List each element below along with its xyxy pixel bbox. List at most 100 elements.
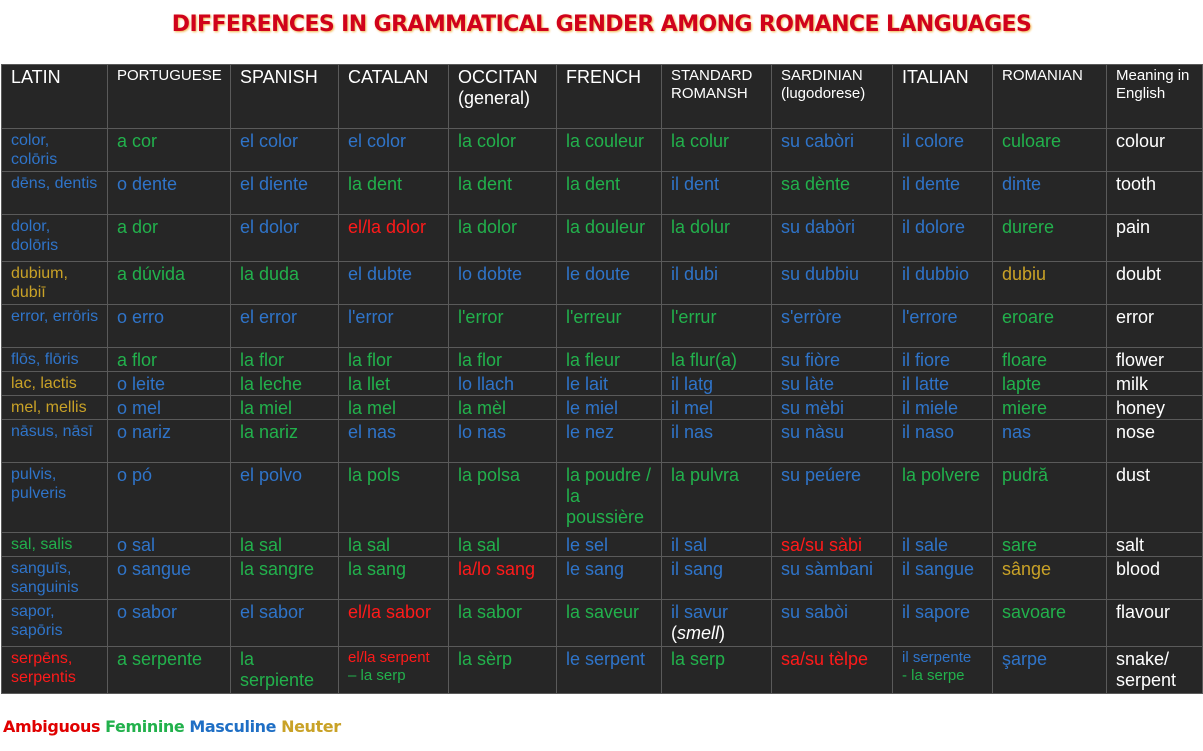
word-cell: la sabor — [448, 599, 557, 647]
column-header: LATIN — [1, 64, 108, 129]
word-cell: il savur (smell) — [661, 599, 772, 647]
word-text: la mel — [348, 398, 397, 418]
word-cell: dubiu — [992, 261, 1107, 305]
meaning-cell: error — [1106, 304, 1203, 348]
word-cell: la flor — [338, 347, 449, 372]
word-text: la flor — [240, 350, 285, 370]
table-row: dēns, dentis o dente el diente la dent la de… — [1, 171, 1203, 215]
word-cell: la douleur — [556, 214, 662, 262]
word-text: durere — [1002, 217, 1055, 237]
word-cell: o sangue — [107, 556, 231, 600]
word-cell: la mel — [338, 395, 449, 420]
word-text: pudră — [1002, 465, 1049, 485]
column-header: PORTUGUESE — [107, 64, 231, 129]
word-cell: la sangre — [230, 556, 339, 600]
word-cell: le sel — [556, 532, 662, 557]
meaning-cell: dust — [1106, 462, 1203, 533]
word-cell: il dolore — [892, 214, 993, 262]
word-cell: dinte — [992, 171, 1107, 215]
word-text: a flor — [117, 350, 158, 370]
latin-cell: nāsus, nāsī — [1, 419, 108, 463]
word-text: o sangue — [117, 559, 192, 579]
word-text: su fiòre — [781, 350, 841, 370]
word-text: il sapore — [902, 602, 971, 622]
meaning-cell: pain — [1106, 214, 1203, 262]
word-cell: el/la sabor — [338, 599, 449, 647]
word-text: le doute — [566, 264, 631, 284]
word-cell: la dolor — [448, 214, 557, 262]
word-cell: el color — [338, 128, 449, 172]
word-cell: sare — [992, 532, 1107, 557]
word-text: l'erreur — [566, 307, 622, 327]
word-cell: sa/su sàbi — [771, 532, 893, 557]
word-cell: su dabòri — [771, 214, 893, 262]
word-text: lo dobte — [458, 264, 523, 284]
word-text: la dent — [458, 174, 513, 194]
word-text: lo llach — [458, 374, 515, 394]
word-cell: su cabòri — [771, 128, 893, 172]
word-cell: la dent — [338, 171, 449, 215]
word-text: il miele — [902, 398, 959, 418]
table-row: nāsus, nāsī o nariz la nariz el nas lo nas le… — [1, 419, 1203, 463]
word-cell: la dent — [556, 171, 662, 215]
word-cell: la sal — [448, 532, 557, 557]
word-text: o nariz — [117, 422, 172, 442]
word-text: le lait — [566, 374, 609, 394]
word-cell: il dubbio — [892, 261, 993, 305]
word-text: blood — [1116, 559, 1161, 579]
word-text: la flor — [348, 350, 393, 370]
word-text: el sabor — [240, 602, 305, 622]
word-cell: el nas — [338, 419, 449, 463]
word-cell: el/la dolor — [338, 214, 449, 262]
word-cell: la sal — [230, 532, 339, 557]
word-cell: a flor — [107, 347, 231, 372]
table-row: sapor, sapōris o sabor el sabor el/la sabor… — [1, 599, 1203, 647]
word-text: la polvere — [902, 465, 981, 485]
word-text: la sal — [348, 535, 391, 555]
word-text: a dor — [117, 217, 159, 237]
word-cell: la nariz — [230, 419, 339, 463]
word-cell: la sang — [338, 556, 449, 600]
word-text: o sal — [117, 535, 156, 555]
word-cell: el color — [230, 128, 339, 172]
word-cell: il sal — [661, 532, 772, 557]
word-text: la miel — [240, 398, 293, 418]
word-cell: la mèl — [448, 395, 557, 420]
word-cell: la llet — [338, 371, 449, 396]
table-row: pulvis, pulveris o pó el polvo la pols la po… — [1, 462, 1203, 533]
word-text: lo nas — [458, 422, 507, 442]
word-cell: su fiòre — [771, 347, 893, 372]
word-text: el nas — [348, 422, 397, 442]
word-cell: l'errore — [892, 304, 993, 348]
word-note: (smell) — [671, 623, 726, 643]
word-cell: il sapore — [892, 599, 993, 647]
word-text: salt — [1116, 535, 1145, 555]
word-text: o pó — [117, 465, 153, 485]
word-cell: il naso — [892, 419, 993, 463]
word-text: il colore — [902, 131, 965, 151]
word-cell: o sabor — [107, 599, 231, 647]
word-text: dēns, dentis — [11, 175, 98, 192]
column-header: CATALAN — [338, 64, 449, 129]
word-text: el/la serpent — [348, 649, 430, 666]
word-cell: il sale — [892, 532, 993, 557]
legend-item: Neuter — [281, 717, 341, 736]
word-text: il naso — [902, 422, 955, 442]
word-cell: el dubte — [338, 261, 449, 305]
word-text: flavour — [1116, 602, 1171, 622]
meaning-cell: nose — [1106, 419, 1203, 463]
word-text: su sabòi — [781, 602, 849, 622]
word-cell: a dúvida — [107, 261, 231, 305]
table-row: sanguīs, sanguinis o sangue la sangre la sa… — [1, 556, 1203, 600]
word-text: la dolor — [458, 217, 518, 237]
word-cell: il dubi — [661, 261, 772, 305]
column-header: STANDARD ROMANSH — [661, 64, 772, 129]
word-text: tooth — [1116, 174, 1157, 194]
word-text: el dolor — [240, 217, 300, 237]
word-text: flower — [1116, 350, 1165, 370]
word-text: pain — [1116, 217, 1151, 237]
word-cell: il mel — [661, 395, 772, 420]
column-header: ITALIAN — [892, 64, 993, 129]
word-text: sa/su sàbi — [781, 535, 863, 555]
word-cell: lo llach — [448, 371, 557, 396]
